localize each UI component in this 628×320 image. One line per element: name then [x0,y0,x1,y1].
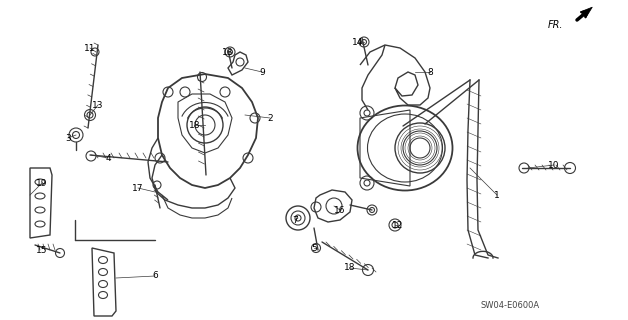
Text: 10: 10 [548,161,560,170]
Text: 14: 14 [352,37,364,46]
Text: 11: 11 [84,44,95,52]
Text: 19: 19 [36,179,48,188]
Text: 1: 1 [494,190,500,199]
Text: 13: 13 [222,47,234,57]
Text: 2: 2 [267,114,273,123]
Text: SW04-E0600A: SW04-E0600A [480,301,539,310]
Text: 9: 9 [259,68,265,76]
Text: 6: 6 [152,271,158,281]
Polygon shape [580,7,592,18]
Text: 8: 8 [427,68,433,76]
Text: FR.: FR. [548,20,563,30]
Text: 7: 7 [292,215,298,225]
Text: 15: 15 [36,245,48,254]
Text: 18: 18 [189,121,201,130]
Text: 16: 16 [334,205,346,214]
Text: 13: 13 [92,100,104,109]
Text: 3: 3 [65,133,71,142]
Text: 17: 17 [133,183,144,193]
Text: 18: 18 [344,263,355,273]
Text: 12: 12 [392,220,404,229]
Text: 5: 5 [311,244,317,252]
Text: 4: 4 [105,154,111,163]
